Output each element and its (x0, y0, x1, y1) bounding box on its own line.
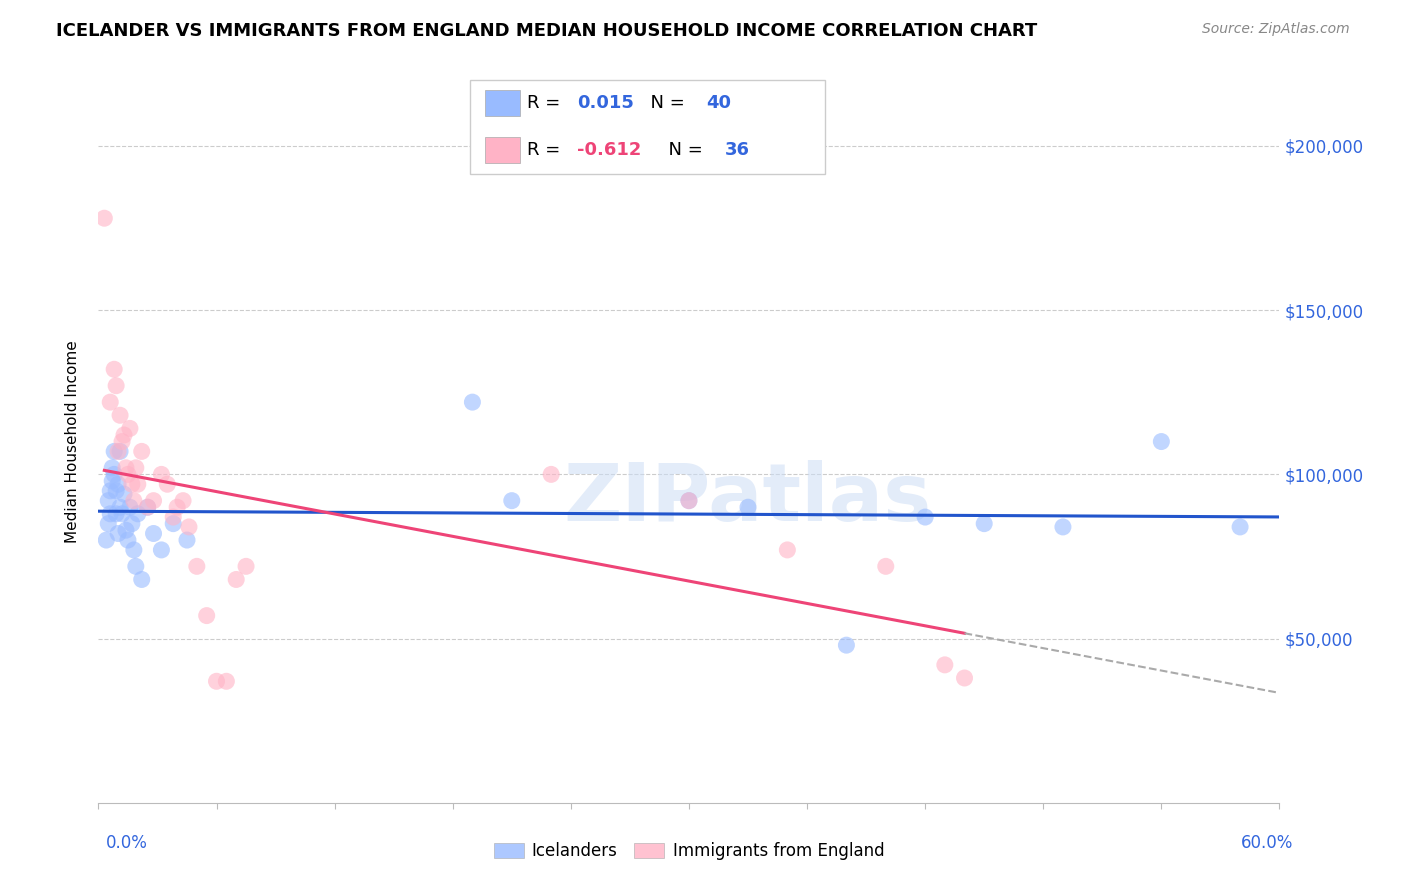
Point (136, 500, 159, 515)
Point (93, 211, 115, 226)
Point (461, 395, 484, 409)
Point (96, 533, 118, 547)
Point (117, 533, 139, 547)
Text: -0.612: -0.612 (576, 141, 641, 159)
Point (101, 460, 124, 475)
Point (127, 507, 149, 521)
Point (98, 507, 121, 521)
Point (172, 493, 194, 508)
Text: N =: N = (640, 94, 690, 112)
Point (97, 493, 120, 508)
Point (186, 559, 208, 574)
Point (115, 460, 138, 475)
Point (118, 500, 141, 515)
Point (150, 467, 173, 482)
Point (105, 483, 128, 498)
Point (103, 467, 125, 482)
Point (501, 493, 523, 508)
Point (108, 409, 131, 423)
Point (177, 520, 200, 534)
FancyBboxPatch shape (485, 90, 520, 116)
Point (103, 444, 125, 458)
Legend: Icelanders, Immigrants from England: Icelanders, Immigrants from England (486, 836, 891, 867)
Point (136, 500, 159, 515)
Point (540, 467, 562, 482)
Text: 36: 36 (724, 141, 749, 159)
Point (142, 526, 165, 541)
Point (125, 559, 148, 574)
Point (176, 533, 198, 547)
Text: 60.0%: 60.0% (1241, 834, 1294, 852)
Text: ICELANDER VS IMMIGRANTS FROM ENGLAND MEDIAN HOUSEHOLD INCOME CORRELATION CHART: ICELANDER VS IMMIGRANTS FROM ENGLAND MED… (56, 22, 1038, 40)
Y-axis label: Median Household Income: Median Household Income (65, 340, 80, 543)
Point (156, 477, 179, 491)
Text: R =: R = (527, 141, 567, 159)
Point (678, 493, 700, 508)
Point (235, 559, 257, 574)
Point (108, 444, 131, 458)
Point (934, 657, 956, 672)
Point (166, 500, 188, 515)
Point (121, 516, 143, 531)
Point (150, 542, 173, 557)
Text: N =: N = (657, 141, 709, 159)
Text: Source: ZipAtlas.com: Source: ZipAtlas.com (1202, 22, 1350, 37)
Point (111, 434, 134, 449)
Point (105, 507, 128, 521)
Point (195, 608, 218, 623)
Text: ZIPatlas: ZIPatlas (564, 460, 932, 539)
Point (1052, 520, 1074, 534)
Point (835, 638, 858, 652)
Point (111, 507, 134, 521)
Point (107, 526, 129, 541)
Point (225, 573, 247, 587)
Point (953, 671, 976, 685)
FancyBboxPatch shape (485, 136, 520, 163)
Point (112, 428, 135, 442)
Point (117, 467, 139, 482)
Point (127, 477, 149, 491)
Point (107, 477, 129, 491)
Point (112, 487, 135, 501)
Point (122, 542, 145, 557)
Point (1150, 434, 1173, 449)
Point (103, 362, 125, 376)
Point (108, 500, 131, 515)
Point (107, 444, 129, 458)
Point (98, 483, 121, 498)
Point (1229, 520, 1251, 534)
Point (875, 559, 897, 574)
Point (142, 493, 165, 508)
Point (737, 500, 759, 515)
Point (98, 395, 121, 409)
Point (776, 542, 799, 557)
Point (97, 516, 120, 531)
Point (125, 460, 148, 475)
Point (105, 378, 128, 392)
Point (115, 523, 138, 537)
Point (162, 510, 184, 524)
Point (118, 421, 141, 435)
Point (914, 510, 936, 524)
Point (122, 493, 145, 508)
Point (101, 474, 124, 488)
Text: R =: R = (527, 94, 567, 112)
Text: 0.015: 0.015 (576, 94, 634, 112)
Point (131, 444, 153, 458)
Point (205, 674, 228, 689)
FancyBboxPatch shape (471, 80, 825, 174)
Text: 40: 40 (707, 94, 731, 112)
Point (162, 516, 184, 531)
Text: 0.0%: 0.0% (105, 834, 148, 852)
Point (131, 573, 153, 587)
Point (973, 516, 995, 531)
Point (121, 477, 143, 491)
Point (215, 674, 238, 689)
Point (678, 493, 700, 508)
